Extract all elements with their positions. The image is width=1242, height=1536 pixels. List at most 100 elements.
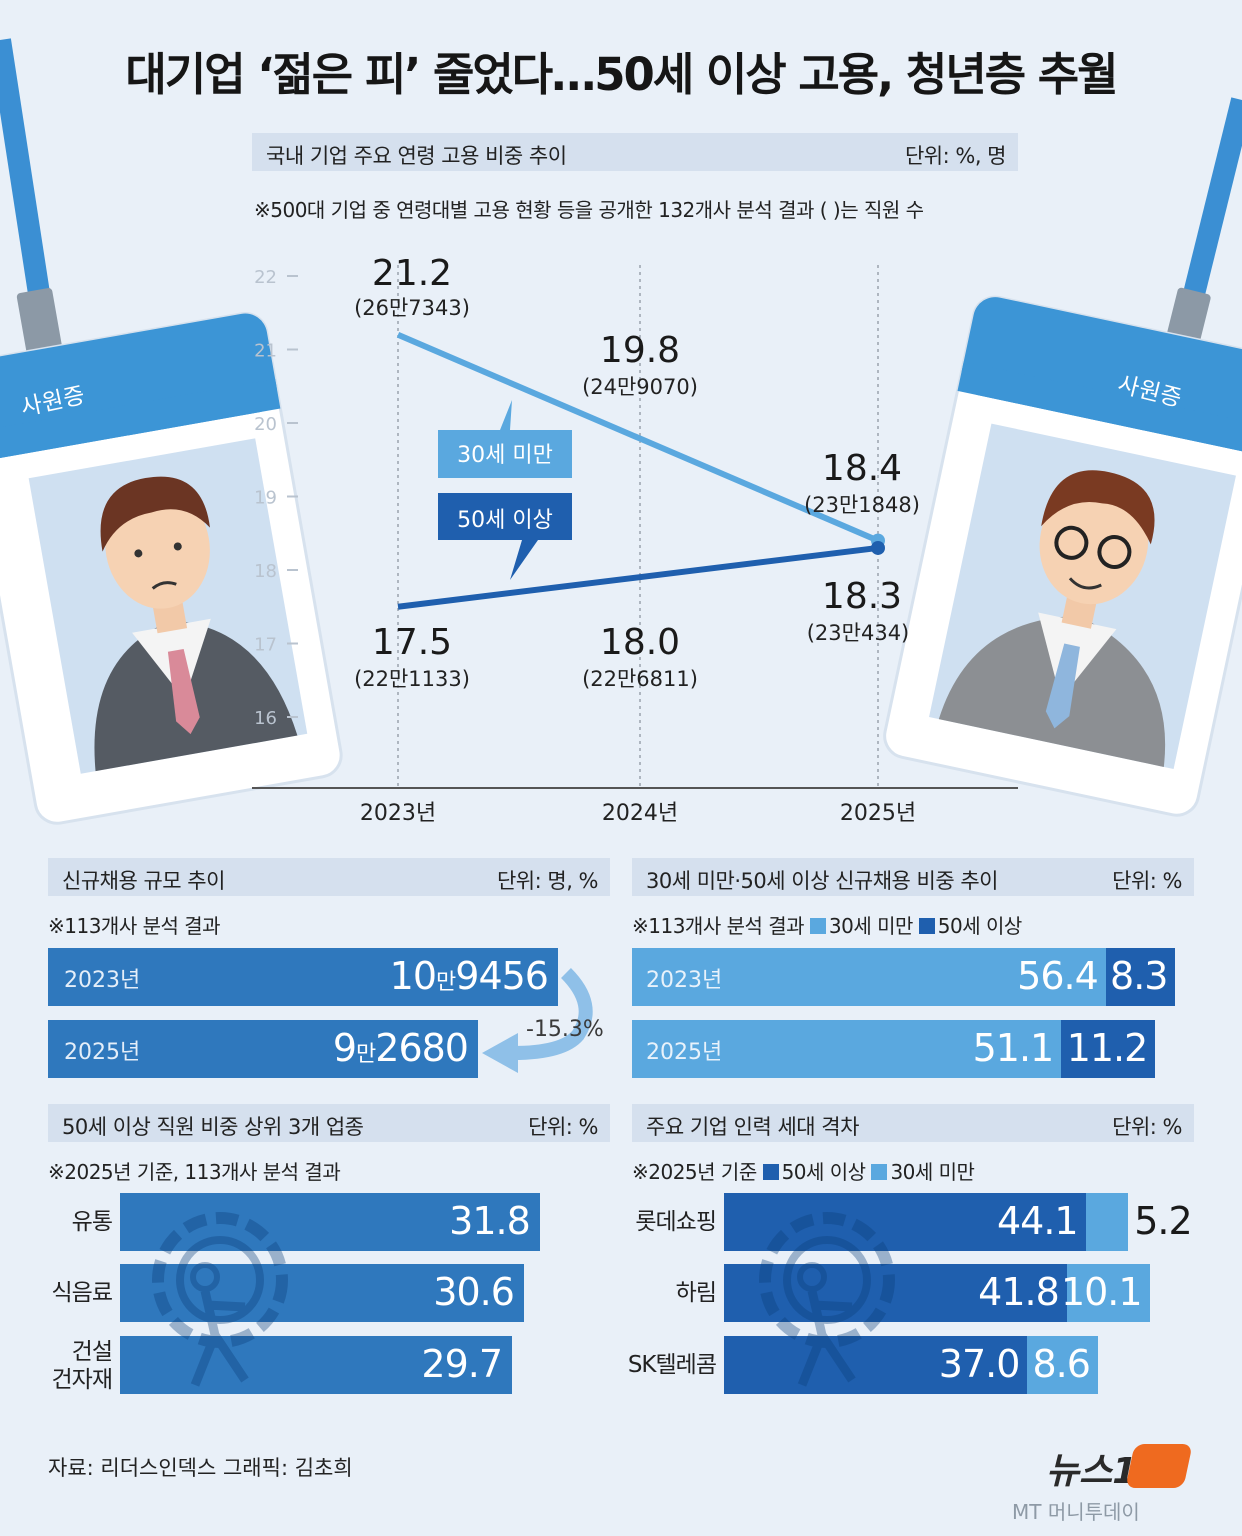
new-hire-year-label: 2023년 [64, 968, 141, 993]
industry-title: 50세 이상 직원 비중 상위 3개 업종 [62, 1115, 364, 1139]
value-part: 9456 [455, 954, 549, 998]
count-label: (22만1133) [354, 667, 470, 691]
value-part: 10 [389, 954, 437, 998]
data-label: 21.2 [372, 253, 452, 294]
line-section-title: 국내 기업 주요 연령 고용 비중 추이 [266, 144, 567, 168]
generation-bar-over50: 44.1 [724, 1193, 1086, 1251]
industry-value: 31.8 [449, 1199, 531, 1243]
tooltip-over50: 50세 이상 [457, 508, 553, 533]
count-label: (23만434) [807, 621, 910, 645]
line-section-note: ※500대 기업 중 연령대별 고용 현황 등을 공개한 132개사 분석 결과… [254, 198, 924, 222]
company-label: 하림 [675, 1280, 717, 1306]
gear-worker-icon [759, 1212, 895, 1387]
right-id-badge [883, 295, 1242, 817]
company-label: SK텔레콤 [627, 1352, 717, 1378]
share-value-under30: 51.1 [972, 1026, 1055, 1070]
change-rate-label: -15.3% [526, 1017, 604, 1042]
page-title: 대기업 ‘젊은 피’ 줄었다…50세 이상 고용, 청년층 추월 [125, 48, 1118, 101]
series-line-over50 [397, 544, 879, 610]
industry-category-label: 건설 건자재 [51, 1339, 113, 1393]
data-label: 19.8 [600, 330, 680, 371]
legend-label-under30: 30세 미만 [890, 1160, 975, 1184]
data-label: 18.0 [600, 622, 680, 663]
generation-note-legend: ※2025년 기준 50세 이상 30세 미만 [632, 1156, 975, 1185]
badge-decoration [0, 38, 1242, 825]
tooltip-over50-bubble [438, 493, 572, 580]
share-title: 30세 미만·50세 이상 신규채용 비중 추이 [646, 869, 998, 893]
share-bar-over50: 11.2 [1061, 1020, 1156, 1078]
legend-swatch-under30 [871, 1164, 888, 1180]
legend-label-over50: 50세 이상 [937, 914, 1023, 938]
share-bar-under30: 2023년 56.4 [632, 948, 1106, 1006]
industry-bar: 31.8 [120, 1193, 540, 1251]
generation-value-under30: 5.2 [1134, 1199, 1192, 1243]
share-value-over50: 8.3 [1110, 954, 1168, 998]
generation-title: 주요 기업 인력 세대 격차 [646, 1115, 859, 1139]
legend-tooltips [438, 400, 572, 580]
generation-note: ※2025년 기준 [632, 1160, 757, 1184]
new-hire-note: ※113개사 분석 결과 [48, 914, 221, 938]
left-lanyard-strap [0, 38, 51, 302]
y-tick-label: 19 [254, 488, 277, 509]
new-hire-title: 신규채용 규모 추이 [62, 869, 225, 893]
y-tick-label: 22 [254, 267, 277, 288]
generation-unit: 단위: % [1112, 1115, 1182, 1139]
gear-worker-icon [152, 1212, 288, 1387]
count-label: (26만7343) [354, 296, 470, 320]
logo-mark-icon [1125, 1444, 1193, 1488]
share-bar-over50: 8.3 [1105, 948, 1176, 1006]
value-part: 2680 [375, 1026, 469, 1070]
line-chart: 16 17 18 19 20 21 22 2023년 2024년 2025년 21.2(26만734… [252, 253, 1018, 826]
count-label: (23만1848) [804, 493, 920, 517]
share-value-over50: 11.2 [1066, 1026, 1149, 1070]
generation-bar-under30: 8.6 [1027, 1336, 1098, 1394]
x-tick-label: 2025년 [840, 801, 916, 826]
count-label: (24만9070) [582, 375, 698, 399]
news1-logo: 뉴스1 [1046, 1442, 1137, 1494]
line-section-unit: 단위: %, 명 [904, 144, 1007, 168]
right-lanyard-strap [1179, 97, 1242, 313]
share-bar-under30: 2025년 51.1 [632, 1020, 1062, 1078]
share-note-legend: ※113개사 분석 결과 30세 미만 50세 이상 [632, 910, 1022, 939]
industry-bar: 29.7 [120, 1336, 513, 1394]
mt-logo: MT 머니투데이 [1012, 1500, 1140, 1524]
share-note: ※113개사 분석 결과 [632, 914, 805, 938]
industry-header: 50세 이상 직원 비중 상위 3개 업종 단위: % [48, 1104, 610, 1142]
industry-value: 30.6 [433, 1270, 515, 1314]
legend-swatch-over50 [918, 918, 935, 934]
generation-bar-under30 [1085, 1193, 1129, 1251]
industry-category-label: 유통 [71, 1209, 113, 1235]
industry-value: 29.7 [421, 1342, 503, 1386]
logo-text: 뉴스1 [1046, 1451, 1138, 1492]
generation-value-under30: 8.6 [1032, 1342, 1090, 1386]
source-credit: 자료: 리더스인덱스 그래픽: 김초희 [48, 1456, 353, 1480]
left-id-badge [0, 312, 343, 825]
share-year-label: 2023년 [646, 968, 723, 993]
series-line-under30 [396, 332, 880, 544]
industry-bar: 30.6 [120, 1264, 524, 1322]
y-tick-label: 20 [254, 414, 277, 435]
industry-unit: 단위: % [528, 1115, 598, 1139]
line-section-header: 국내 기업 주요 연령 고용 비중 추이 단위: %, 명 [252, 133, 1018, 171]
legend-label-over50: 50세 이상 [781, 1160, 867, 1184]
legend-label-under30: 30세 미만 [828, 914, 914, 938]
value-unit: 만 [436, 970, 456, 995]
share-unit: 단위: % [1112, 869, 1182, 893]
y-tick-label: 18 [254, 561, 277, 582]
new-hire-bar-2025: 2025년 9만2680 [48, 1020, 478, 1078]
decrease-arrow-icon [482, 968, 593, 1073]
generation-value-over50: 41.8 [978, 1270, 1060, 1314]
y-tick-label: 21 [254, 341, 277, 362]
industry-category-label: 식음료 [51, 1280, 113, 1306]
new-hire-unit: 단위: 명, % [496, 869, 599, 893]
data-label: 18.3 [822, 576, 902, 617]
share-value-under30: 56.4 [1017, 954, 1099, 998]
share-header: 30세 미만·50세 이상 신규채용 비중 추이 단위: % [632, 858, 1194, 896]
y-tick-label: 16 [254, 708, 277, 729]
generation-bar-over50: 37.0 [724, 1336, 1028, 1394]
value-part: 9 [332, 1026, 357, 1070]
y-tick-label: 17 [254, 635, 277, 656]
new-hire-header: 신규채용 규모 추이 단위: 명, % [48, 858, 610, 896]
left-lanyard-clip [16, 288, 64, 362]
company-label: 롯데쇼핑 [635, 1209, 717, 1235]
